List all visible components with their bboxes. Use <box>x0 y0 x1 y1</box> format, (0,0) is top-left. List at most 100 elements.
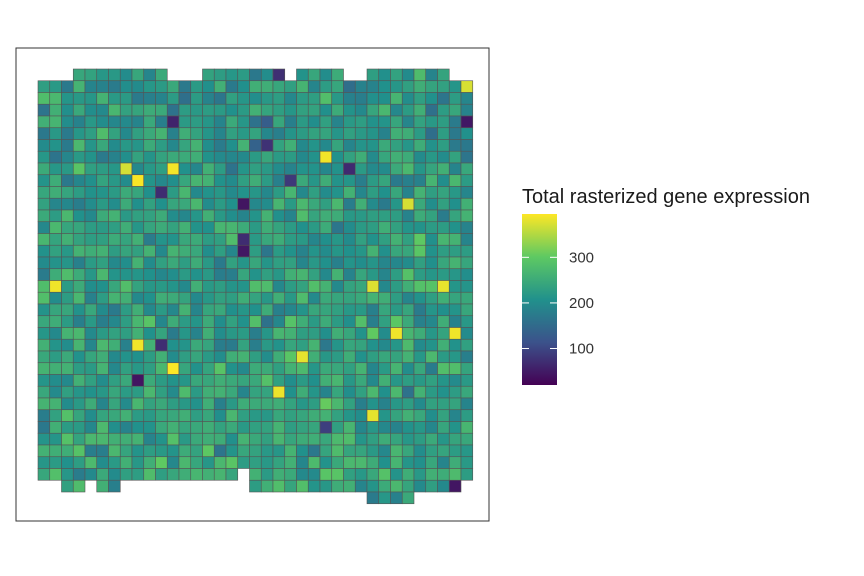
heatmap-tile <box>307 456 321 469</box>
heatmap-tile <box>96 338 109 352</box>
heatmap-tile <box>413 92 427 105</box>
heatmap-tile <box>249 385 262 399</box>
heatmap-tile <box>249 327 262 340</box>
heatmap-tile <box>119 409 133 422</box>
heatmap-tile <box>143 409 156 422</box>
heatmap-tile <box>460 139 474 152</box>
heatmap-tile <box>343 162 356 176</box>
heatmap-tile <box>108 468 121 481</box>
heatmap-tile <box>84 409 98 422</box>
heatmap-tile <box>202 268 215 281</box>
heatmap-tile <box>401 491 415 505</box>
heatmap-tile <box>425 280 438 293</box>
heatmap-tile <box>460 409 474 422</box>
heatmap-tile <box>319 244 333 258</box>
heatmap-tile <box>131 80 145 93</box>
heatmap-tile <box>84 338 98 352</box>
heatmap-tile <box>260 103 274 117</box>
heatmap-tile <box>284 444 297 458</box>
heatmap-tile <box>49 150 62 164</box>
heatmap-tile <box>448 174 462 187</box>
heatmap-tile <box>460 444 474 458</box>
heatmap-tile <box>331 338 344 352</box>
heatmap-tile <box>108 162 121 176</box>
heatmap-tile <box>84 327 98 340</box>
heatmap-tile <box>390 127 403 140</box>
heatmap-tile <box>401 374 415 387</box>
heatmap-tile <box>131 397 145 411</box>
heatmap-tile <box>343 103 356 117</box>
heatmap-tile <box>37 127 51 140</box>
heatmap-tile <box>49 197 62 211</box>
heatmap-tile <box>319 421 333 434</box>
heatmap-tile <box>343 315 356 328</box>
heatmap-tile <box>237 186 250 199</box>
heatmap-tile <box>166 162 180 176</box>
heatmap-tile <box>37 221 51 234</box>
heatmap-tile <box>437 291 450 305</box>
heatmap-tile <box>72 115 86 129</box>
heatmap-tile <box>343 80 356 93</box>
heatmap-tile <box>49 186 62 199</box>
heatmap-tile <box>155 186 168 199</box>
heatmap-tile <box>249 350 262 364</box>
heatmap-tile <box>108 338 121 352</box>
heatmap-tile <box>61 197 74 211</box>
heatmap-tile <box>213 244 227 258</box>
heatmap-tile <box>319 409 333 422</box>
heatmap-tile <box>237 350 250 364</box>
heatmap-tile <box>460 303 474 317</box>
heatmap-tile <box>119 468 133 481</box>
heatmap-tile <box>413 397 427 411</box>
heatmap-tile <box>72 374 86 387</box>
heatmap-tile <box>72 209 86 223</box>
heatmap-tile <box>96 362 109 375</box>
heatmap-tile <box>178 186 192 199</box>
heatmap-tile <box>49 139 62 152</box>
heatmap-tile <box>272 479 286 493</box>
heatmap-tile <box>131 303 145 317</box>
heatmap-tile <box>425 397 438 411</box>
heatmap-tile <box>343 409 356 422</box>
heatmap-tile <box>307 233 321 246</box>
heatmap-tile <box>213 432 227 446</box>
heatmap-tiles <box>37 68 474 505</box>
heatmap-tile <box>37 327 51 340</box>
heatmap-tile <box>108 115 121 129</box>
heatmap-tile <box>108 409 121 422</box>
heatmap-tile <box>366 150 380 164</box>
heatmap-tile <box>108 127 121 140</box>
heatmap-tile <box>166 115 180 129</box>
heatmap-tile <box>237 327 250 340</box>
heatmap-tile <box>296 162 309 176</box>
heatmap-tile <box>260 68 274 82</box>
heatmap-tile <box>49 374 62 387</box>
heatmap-tile <box>37 409 51 422</box>
heatmap-tile <box>225 186 239 199</box>
heatmap-tile <box>296 268 309 281</box>
heatmap-tile <box>378 268 391 281</box>
heatmap-tile <box>96 468 109 481</box>
heatmap-tile <box>319 385 333 399</box>
heatmap-tile <box>108 397 121 411</box>
heatmap-tile <box>366 432 380 446</box>
heatmap-tile <box>108 197 121 211</box>
heatmap-tile <box>437 444 450 458</box>
heatmap-tile <box>49 209 62 223</box>
heatmap-tile <box>49 468 62 481</box>
heatmap-tile <box>178 233 192 246</box>
heatmap-tile <box>155 221 168 234</box>
heatmap-tile <box>331 421 344 434</box>
heatmap-tile <box>413 115 427 129</box>
heatmap-tile <box>272 468 286 481</box>
heatmap-tile <box>178 268 192 281</box>
heatmap-tile <box>307 256 321 270</box>
heatmap-tile <box>61 456 74 469</box>
heatmap-tile <box>343 150 356 164</box>
heatmap-tile <box>143 432 156 446</box>
heatmap-tile <box>213 162 227 176</box>
heatmap-tile <box>225 432 239 446</box>
heatmap-tile <box>284 233 297 246</box>
heatmap-tile <box>354 244 368 258</box>
heatmap-tile <box>460 327 474 340</box>
